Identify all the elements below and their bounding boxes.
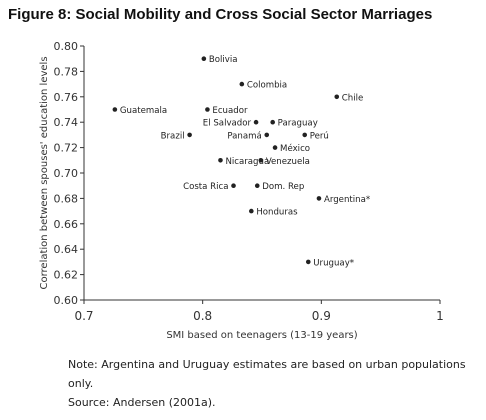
data-point-label: Paraguay [278,119,318,129]
data-point [264,132,270,138]
y-tick-label: 0.66 [54,218,79,231]
data-point [270,119,275,125]
y-tick-label: 0.74 [54,116,79,129]
y-tick-label: 0.62 [54,269,79,282]
data-point [258,158,264,163]
data-point [201,56,207,61]
data-point [231,183,236,188]
data-point-label: Argentina* [324,195,371,205]
data-point-label: Bolivia [209,55,238,65]
y-tick-label: 0.80 [54,40,79,53]
data-point-label: Nicaragua [225,157,269,167]
y-tick-label: 0.70 [54,167,79,180]
y-tick-label: 0.76 [54,91,79,104]
data-point-label: Chile [342,93,364,103]
data-point [205,107,210,112]
x-axis-label: SMI based on teenagers (13-19 years) [166,330,357,341]
data-point [187,132,192,138]
data-point-label: Guatemala [120,106,167,116]
data-point [112,107,118,112]
data-point [302,132,308,138]
data-point [254,183,260,188]
data-point-label: El Salvador [203,119,252,129]
data-point-label: Honduras [256,208,298,218]
x-tick-label: 1 [436,309,444,323]
x-tick-label: 0.8 [193,309,212,323]
data-point [272,145,278,150]
source-text: Source: Andersen (2001a). [68,396,216,409]
data-point-label: Ecuador [212,106,248,116]
y-tick-label: 0.64 [54,243,79,256]
axes: 0.60 0.62 0.64 0.66 0.68 0.70 0.72 0.74 0.76 0.78… [39,40,444,341]
x-tick-label: 0.9 [312,309,331,323]
data-point-label: Perú [310,131,329,141]
data-point [305,259,311,265]
data-point-label: Uruguay* [313,258,355,268]
data-point [239,81,245,87]
data-point [249,208,254,214]
data-point [316,196,322,201]
data-point-label: México [280,143,310,154]
y-tick-label: 0.60 [54,294,79,307]
data-point-label: Panamá [227,131,261,141]
note-text: Note: Argentina and Uruguay estimates ar… [68,358,466,390]
data-points: Bolivia Colombia Chile Guatemala Ecuador El S… [112,55,371,268]
data-point-label: Venezuela [266,157,310,167]
y-tick-label: 0.78 [54,65,79,78]
data-point [334,94,340,100]
x-tick-label: 0.7 [74,309,93,323]
figure-title: Figure 8: Social Mobility and Cross Soci… [8,6,433,23]
scatter-plot: 0.60 0.62 0.64 0.66 0.68 0.70 0.72 0.74 0.76 0.78… [39,40,444,341]
data-point [218,158,223,163]
data-point-label: Costa Rica [183,182,228,192]
data-point-label: Dom. Rep [262,182,304,192]
data-point [253,119,259,125]
data-point-label: Colombia [247,81,287,91]
figure-notes: Note: Argentina and Uruguay estimates ar… [68,355,468,412]
data-point-label: Brazil [161,131,185,141]
y-tick-label: 0.68 [54,192,79,205]
y-axis-label: Correlation between spouses' education l… [39,56,50,289]
y-tick-label: 0.72 [54,142,79,155]
